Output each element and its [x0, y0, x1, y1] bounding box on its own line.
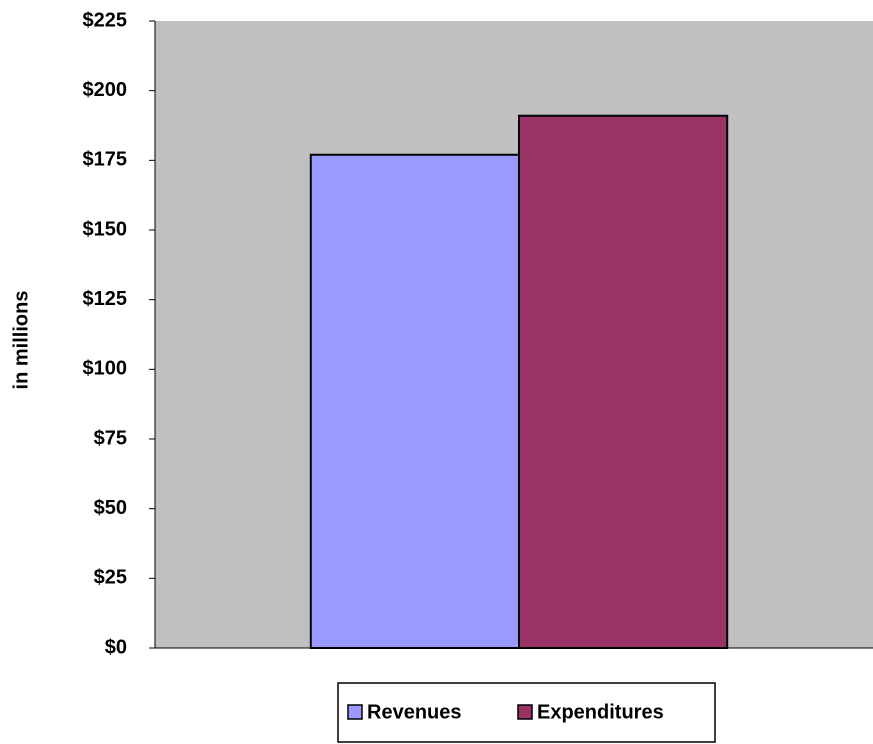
- bar: [309, 153, 520, 649]
- legend-label: Revenues: [367, 701, 462, 723]
- y-tick-label: $225: [83, 9, 128, 31]
- y-tick-label: $75: [94, 427, 127, 449]
- legend-swatch: [347, 704, 363, 720]
- y-tick-label: $100: [83, 358, 128, 380]
- legend-label: Expenditures: [537, 701, 664, 723]
- y-tick-label: $50: [94, 497, 127, 519]
- y-tick-label: $25: [94, 567, 127, 589]
- y-tick-label: $200: [83, 79, 128, 101]
- y-tick-label: $150: [83, 218, 128, 240]
- y-tick-label: $0: [105, 636, 127, 658]
- y-tick-label: $125: [83, 288, 128, 310]
- legend-swatch: [517, 704, 533, 720]
- y-tick-label: $175: [83, 149, 128, 171]
- bar: [518, 114, 729, 650]
- y-axis-label: in millions: [10, 291, 32, 390]
